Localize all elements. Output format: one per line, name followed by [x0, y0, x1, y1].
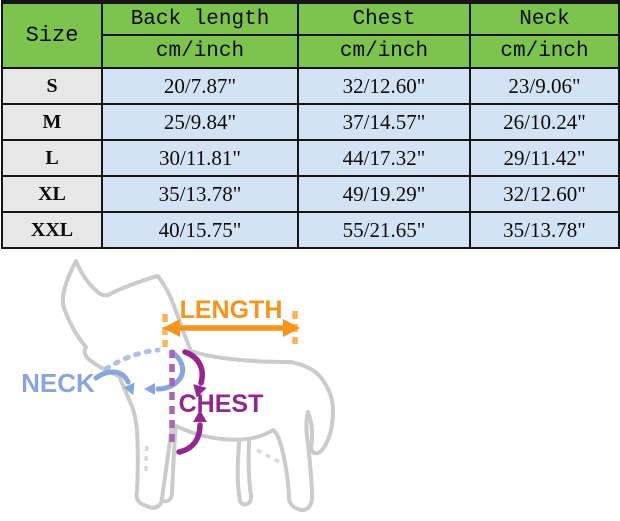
table-row-xxl: XXL 40/15.75" 55/21.65" 35/13.78"	[1, 211, 620, 249]
neck-value: 26/10.24"	[469, 103, 620, 141]
table-row-m: M 25/9.84" 37/14.57" 26/10.24"	[1, 103, 620, 141]
chest-value: 55/21.65"	[297, 211, 471, 249]
size-cell: L	[1, 139, 103, 177]
chest-value: 49/19.29"	[297, 175, 471, 213]
size-cell: XXL	[1, 211, 103, 249]
dog-leg-markings	[144, 445, 282, 472]
neck-column-header: Neck	[469, 1, 620, 36]
neck-curve-arrowhead-icon	[144, 383, 155, 395]
size-cell: XL	[1, 175, 103, 213]
length-arrowhead-left-icon	[163, 319, 180, 337]
chest-annotation: CHEST	[169, 349, 264, 455]
neck-value: 23/9.06"	[469, 67, 620, 105]
chest-unit-header: cm/inch	[297, 34, 471, 69]
size-column-header: Size	[1, 1, 103, 69]
neck-value: 32/12.60"	[469, 175, 620, 213]
back-length-value: 20/7.87"	[101, 67, 299, 105]
back-length-value: 30/11.81"	[101, 139, 299, 177]
length-arrowhead-right-icon	[283, 319, 300, 337]
chest-label: CHEST	[179, 390, 264, 418]
neck-curl-arrowhead-icon	[123, 382, 135, 396]
neck-annotation: NECK	[21, 347, 186, 398]
back-length-unit-header: cm/inch	[101, 34, 299, 69]
back-length-value: 35/13.78"	[101, 175, 299, 213]
chest-value: 44/17.32"	[297, 139, 471, 177]
neck-label: NECK	[21, 368, 95, 398]
dog-far-rear-leg	[235, 426, 254, 507]
table-row-l: L 30/11.81" 44/17.32" 29/11.42"	[1, 139, 620, 177]
chest-value: 37/14.57"	[297, 103, 471, 141]
dog-diagram-svg: LENGTH NECK CHEST	[21, 259, 335, 512]
length-label: LENGTH	[180, 296, 283, 324]
back-length-column-header: Back length	[101, 1, 299, 36]
chest-top-arrow	[182, 349, 205, 386]
size-cell: M	[1, 103, 103, 141]
back-length-value: 25/9.84"	[101, 103, 299, 141]
dog-measurement-diagram: LENGTH NECK CHEST	[0, 253, 620, 521]
chest-value: 32/12.60"	[297, 67, 471, 105]
neck-unit-header: cm/inch	[469, 34, 620, 69]
neck-value: 29/11.42"	[469, 139, 620, 177]
neck-value: 35/13.78"	[469, 211, 620, 249]
chest-bottom-arrowhead-icon	[193, 410, 207, 422]
chest-top-arrowhead-icon	[193, 384, 207, 398]
neck-curl-arrow	[93, 369, 131, 385]
back-length-value: 40/15.75"	[101, 211, 299, 249]
chest-bottom-arrow	[176, 422, 203, 455]
table-row-s: S 20/7.87" 32/12.60" 23/9.06"	[1, 67, 620, 105]
chest-column-header: Chest	[297, 1, 471, 36]
size-chart-table: Size Back length Chest Neck cm/inch cm/i…	[1, 0, 620, 249]
neck-dotted-collar-line	[103, 347, 161, 372]
table-row-xl: XL 35/13.78" 49/19.29" 32/12.60"	[1, 175, 620, 213]
size-cell: S	[1, 67, 103, 105]
length-annotation: LENGTH	[162, 296, 300, 347]
